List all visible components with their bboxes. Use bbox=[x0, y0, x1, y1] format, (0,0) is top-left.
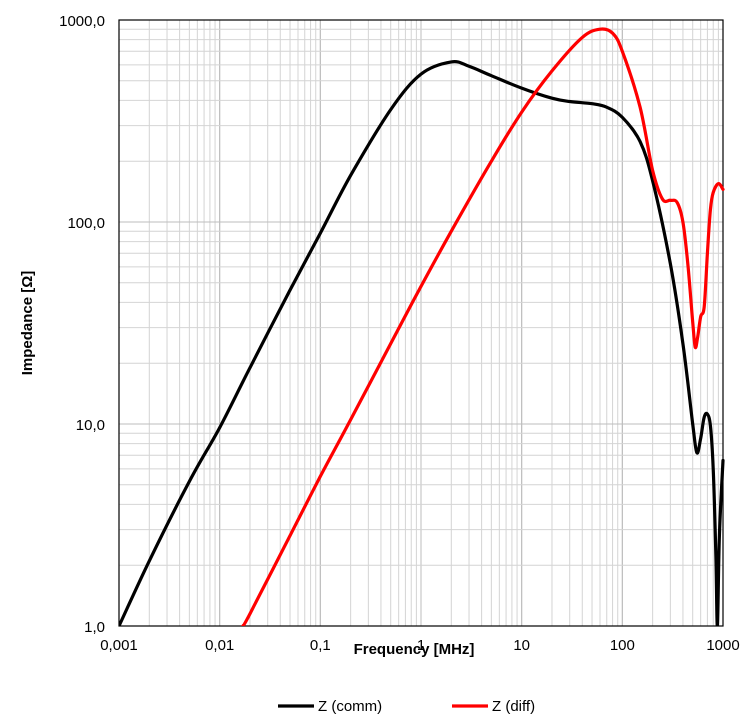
y-tick-label: 100,0 bbox=[67, 215, 105, 232]
plot-area-frame bbox=[118, 19, 724, 627]
x-tick-label: 0,1 bbox=[310, 637, 331, 654]
y-tick-label: 10,0 bbox=[76, 417, 105, 434]
series-line-z-comm bbox=[119, 60, 725, 626]
series-lines bbox=[119, 27, 725, 626]
x-axis-tick-labels: 0,001 0,01 0,1 1 10 100 1000 bbox=[100, 637, 739, 654]
x-tick-label: 100 bbox=[610, 637, 635, 654]
legend: Z (comm) Z (diff) bbox=[278, 698, 535, 715]
x-tick-label: 0,001 bbox=[100, 637, 138, 654]
x-tick-label: 10 bbox=[513, 637, 530, 654]
y-axis-title: Impedance [Ω] bbox=[19, 271, 36, 376]
x-axis-title: Frequency [MHz] bbox=[354, 641, 475, 658]
y-tick-label: 1000,0 bbox=[59, 13, 105, 30]
x-tick-label: 0,01 bbox=[205, 637, 234, 654]
y-axis-tick-labels: 1,0 10,0 100,0 1000,0 bbox=[59, 13, 105, 636]
x-tick-label: 1000 bbox=[706, 637, 739, 654]
series-line-z-diff bbox=[241, 27, 725, 626]
x-tick-label: 1 bbox=[417, 637, 425, 654]
legend-label: Z (comm) bbox=[318, 698, 382, 715]
legend-label: Z (diff) bbox=[492, 698, 535, 715]
y-tick-label: 1,0 bbox=[84, 619, 105, 636]
